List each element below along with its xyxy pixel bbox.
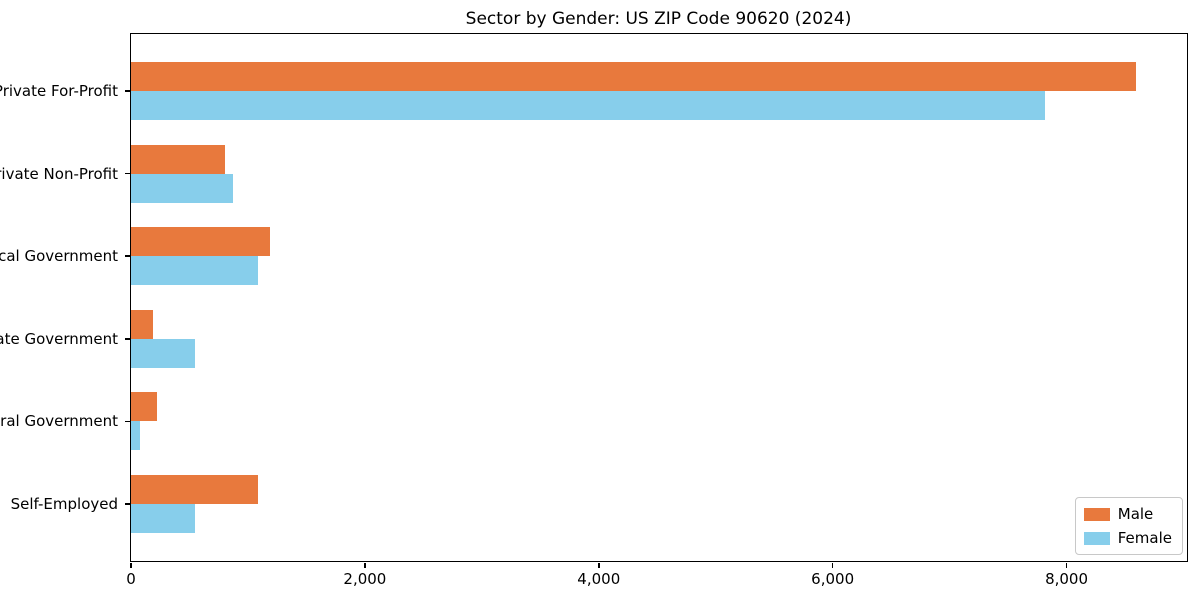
legend-swatch-male-icon xyxy=(1083,507,1110,521)
y-tick-private-for-profit xyxy=(124,90,130,92)
y-tick-label-private-non-profit: Private Non-Profit xyxy=(0,164,118,183)
bar-male-private-non-profit xyxy=(131,144,225,174)
x-tick-8000 xyxy=(1065,562,1068,568)
x-tick-0 xyxy=(130,562,132,568)
x-tick-4000 xyxy=(598,562,600,568)
legend-item-female: Female xyxy=(1083,529,1172,547)
legend-label-male: Male xyxy=(1117,505,1154,523)
legend-swatch-female-icon xyxy=(1083,531,1110,545)
bar-female-state-government xyxy=(131,338,195,368)
bar-male-state-government xyxy=(131,309,153,339)
bar-male-self-employed xyxy=(131,475,258,504)
y-tick-label-state-government: State Government xyxy=(0,329,118,348)
bar-female-private-non-profit xyxy=(131,173,234,203)
bar-female-federal-government xyxy=(131,421,141,451)
y-tick-private-non-profit xyxy=(124,172,130,175)
y-tick-label-federal-government: Federal Government xyxy=(0,412,118,431)
legend-label-female: Female xyxy=(1117,529,1172,547)
plot-area: Male Female Private For-Profit Private No… xyxy=(0,33,1188,588)
y-tick-label-self-employed: Self-Employed xyxy=(10,495,118,513)
x-tick-label-4000: 4,000 xyxy=(577,570,621,588)
bar-female-local-government xyxy=(131,256,259,286)
y-tick-local-government xyxy=(124,255,130,257)
x-tick-2000 xyxy=(364,562,366,568)
legend: Male Female xyxy=(1074,497,1183,555)
bar-male-federal-government xyxy=(131,392,157,422)
x-tick-label-8000: 8,000 xyxy=(1045,570,1089,588)
x-tick-label-0: 0 xyxy=(126,570,136,588)
bar-male-local-government xyxy=(131,227,271,257)
chart-title: Sector by Gender: US ZIP Code 90620 (202… xyxy=(465,9,852,29)
bar-female-self-employed xyxy=(131,504,196,533)
y-tick-label-local-government: Local Government xyxy=(0,247,118,266)
y-tick-federal-government xyxy=(124,420,130,423)
y-tick-state-government xyxy=(124,338,130,340)
y-tick-label-private-for-profit: Private For-Profit xyxy=(0,81,118,100)
x-tick-label-6000: 6,000 xyxy=(811,570,855,588)
legend-item-male: Male xyxy=(1083,505,1172,523)
y-tick-self-employed xyxy=(124,503,130,505)
x-tick-label-2000: 2,000 xyxy=(343,570,387,588)
x-tick-6000 xyxy=(831,562,834,568)
bar-male-private-for-profit xyxy=(131,62,1136,91)
bar-female-private-for-profit xyxy=(131,90,1046,120)
